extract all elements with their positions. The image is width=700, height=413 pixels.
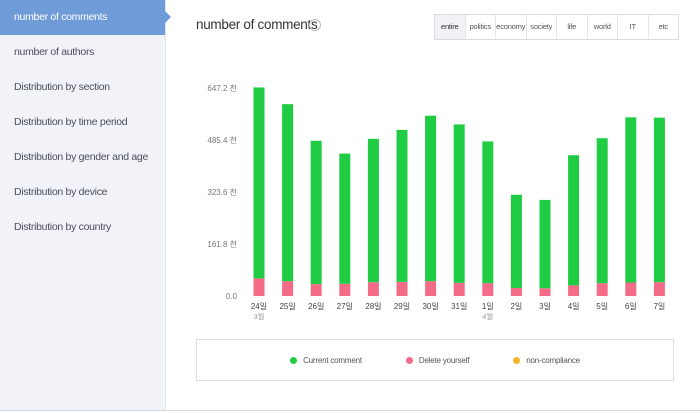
- bar-segment-current[interactable]: [396, 129, 408, 282]
- tab-economy[interactable]: economy: [495, 15, 526, 39]
- page-title: number of comments: [196, 17, 318, 32]
- bar-segment-deleted[interactable]: [596, 283, 608, 296]
- x-tick-label: 1일: [482, 302, 494, 311]
- bar-segment-deleted[interactable]: [510, 287, 522, 296]
- tab-politics[interactable]: politics: [464, 15, 495, 39]
- chart-legend: Current comment Delete yourself non-comp…: [196, 339, 674, 381]
- legend-label-noncompliance: non-compliance: [526, 355, 580, 365]
- x-tick-label: 4일: [568, 302, 580, 311]
- x-tick-label: 25일: [279, 302, 295, 311]
- legend-dot-deleted: [405, 356, 413, 364]
- bar-segment-current[interactable]: [568, 155, 580, 286]
- bar-segment-current[interactable]: [339, 153, 351, 284]
- legend-dot-noncompliance: [513, 356, 521, 364]
- x-month-label: 3월: [253, 311, 264, 321]
- x-tick-label: 29일: [394, 302, 410, 311]
- x-tick-label: 31일: [451, 302, 467, 311]
- tab-society[interactable]: society: [525, 15, 556, 39]
- legend-label-deleted: Delete yourself: [418, 355, 470, 365]
- bar-segment-deleted[interactable]: [282, 281, 294, 296]
- x-tick-label: 27일: [337, 302, 353, 311]
- bar-segment-deleted[interactable]: [539, 288, 551, 296]
- info-icon[interactable]: i: [309, 19, 321, 31]
- bar-segment-current[interactable]: [510, 194, 522, 288]
- bar-segment-current[interactable]: [310, 140, 322, 285]
- y-tick-label: 323.6 천: [207, 187, 237, 197]
- legend-dot-current: [290, 356, 298, 364]
- sidebar-item-distribution-by-device[interactable]: Distribution by device: [14, 186, 108, 198]
- x-tick-label: 28일: [365, 302, 381, 311]
- bar-segment-deleted[interactable]: [425, 281, 437, 296]
- sidebar-item-distribution-by-time-period[interactable]: Distribution by time period: [14, 116, 128, 128]
- x-month-label: 4월: [482, 311, 493, 321]
- x-tick-label: 3일: [539, 302, 551, 311]
- y-tick-label: 485.4 천: [207, 135, 237, 145]
- y-tick-label: 647.2 천: [207, 83, 237, 93]
- bar-segment-deleted[interactable]: [253, 278, 265, 296]
- tab-life[interactable]: life: [556, 15, 587, 39]
- sidebar-item-number-of-authors[interactable]: number of authors: [14, 46, 95, 58]
- legend-label-current: Current comment: [303, 355, 362, 365]
- x-tick-label: 30일: [422, 302, 438, 311]
- y-tick-label: 161.8 천: [207, 239, 237, 249]
- sidebar-item-distribution-by-section[interactable]: Distribution by section: [14, 81, 110, 93]
- bar-segment-current[interactable]: [453, 124, 465, 283]
- tab-etc[interactable]: etc: [647, 15, 678, 39]
- bar-segment-current[interactable]: [539, 199, 551, 289]
- bar-segment-deleted[interactable]: [310, 284, 322, 296]
- x-tick-label: 24일: [251, 302, 267, 311]
- sidebar-item-distribution-by-country[interactable]: Distribution by country: [14, 221, 111, 233]
- bar-segment-deleted[interactable]: [453, 282, 465, 296]
- legend-item-current[interactable]: Current comment: [290, 356, 362, 365]
- bar-segment-current[interactable]: [367, 138, 379, 283]
- bar-segment-deleted[interactable]: [625, 282, 637, 296]
- x-tick-label: 2일: [510, 302, 522, 311]
- bar-segment-current[interactable]: [625, 117, 637, 283]
- bar-segment-current[interactable]: [282, 104, 294, 282]
- bar-segment-current[interactable]: [425, 115, 437, 282]
- y-tick-label: 0.0: [226, 292, 238, 301]
- legend-item-noncompliance[interactable]: non-compliance: [513, 356, 580, 365]
- sidebar-item-number-of-comments[interactable]: number of comments: [0, 0, 171, 35]
- bar-segment-deleted[interactable]: [396, 281, 408, 296]
- sidebar: number of comments number of authors Dis…: [0, 0, 171, 410]
- x-tick-label: 6일: [625, 302, 637, 311]
- x-tick-label: 7일: [653, 302, 665, 311]
- bar-segment-current[interactable]: [653, 117, 665, 283]
- tab-it[interactable]: IT: [617, 15, 648, 39]
- x-tick-label: 5일: [596, 302, 608, 311]
- legend-item-deleted[interactable]: Delete yourself: [405, 355, 470, 365]
- bottom-divider: [0, 410, 700, 411]
- category-tabs: entire politics economy society life wor…: [434, 14, 679, 40]
- bar-segment-deleted[interactable]: [653, 282, 665, 296]
- bar-segment-deleted[interactable]: [568, 285, 580, 296]
- bar-segment-current[interactable]: [482, 141, 494, 284]
- tab-world[interactable]: world: [586, 15, 617, 39]
- bar-segment-deleted[interactable]: [482, 283, 494, 296]
- bar-segment-current[interactable]: [596, 138, 608, 284]
- bar-segment-deleted[interactable]: [367, 282, 379, 296]
- sidebar-item-distribution-by-gender-and-age[interactable]: Distribution by gender and age: [14, 151, 149, 163]
- bar-segment-current[interactable]: [253, 87, 265, 279]
- x-tick-label: 26일: [308, 302, 324, 311]
- tab-entire[interactable]: entire: [435, 15, 465, 39]
- bar-segment-deleted[interactable]: [339, 283, 351, 296]
